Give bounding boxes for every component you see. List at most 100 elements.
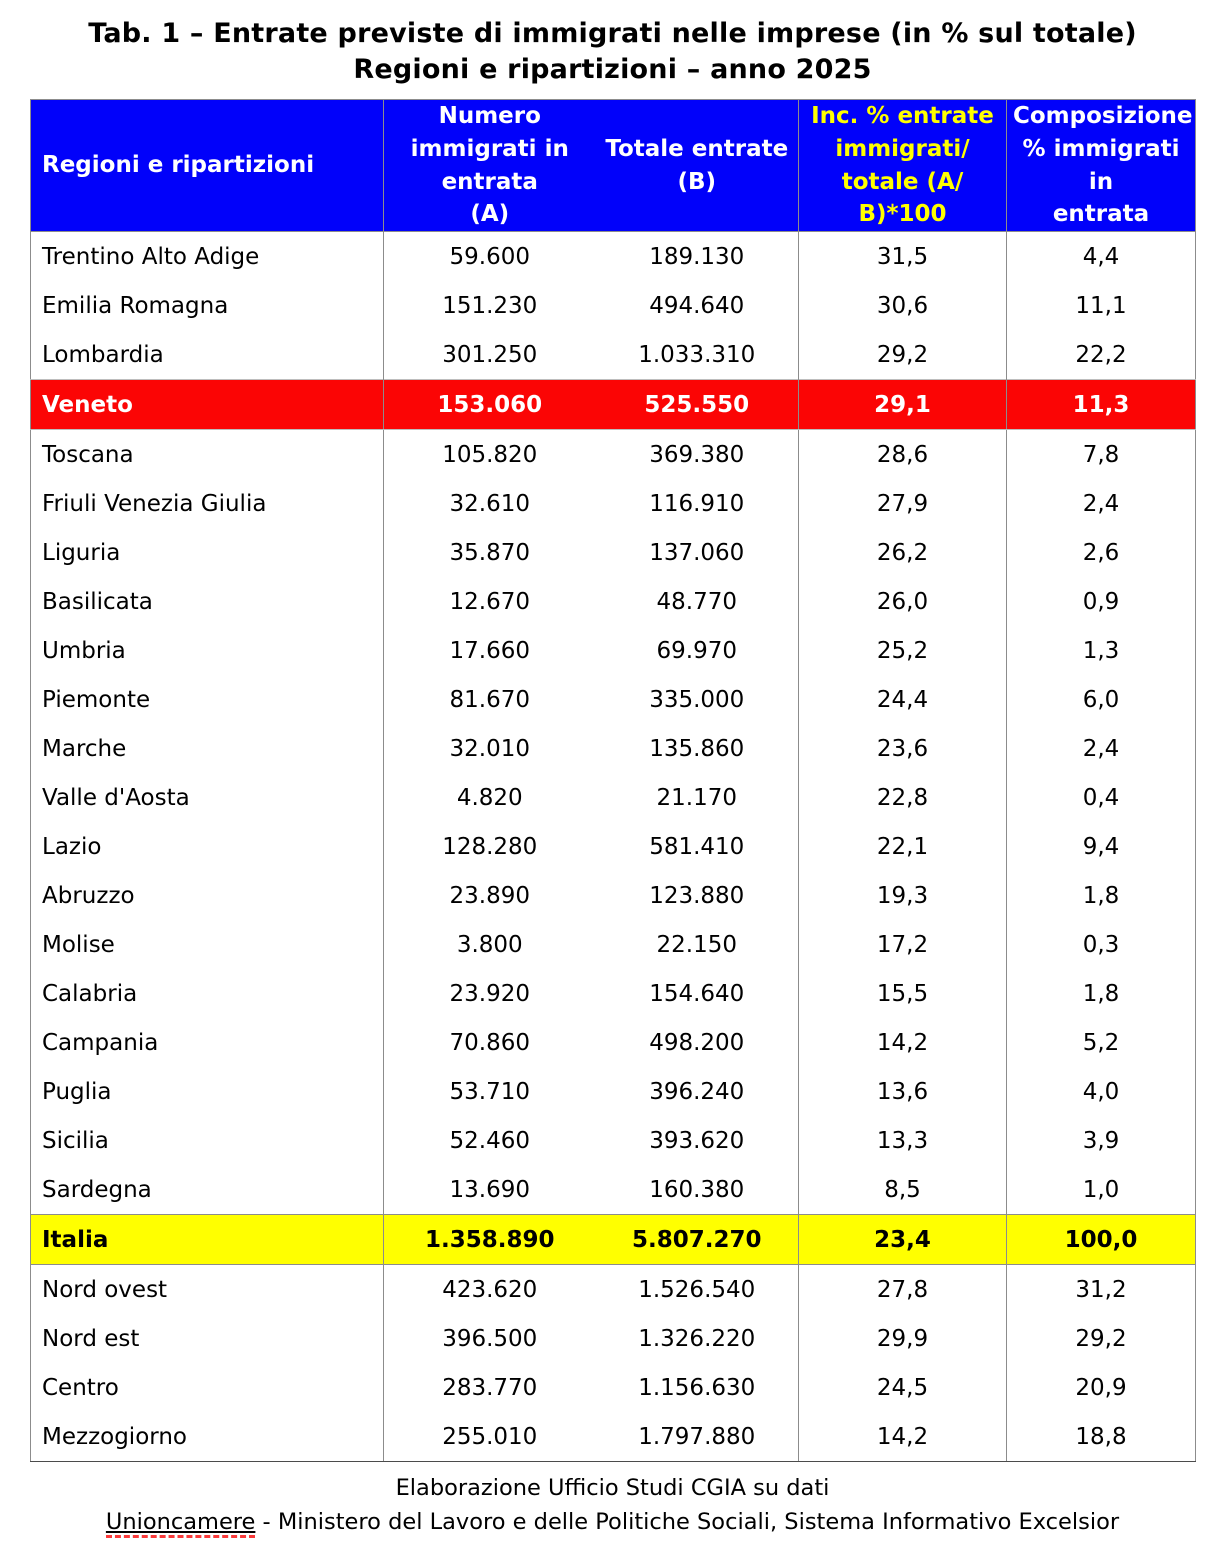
region-name-cell: Lazio [30, 822, 384, 872]
value-cell: 525.550 [595, 379, 799, 431]
value-cell: 29,2 [1006, 1314, 1196, 1364]
table-row: Piemonte 81.670 335.000 24,4 6,0 [30, 675, 1196, 725]
value-cell: 31,5 [798, 231, 1007, 282]
value-cell: 35.870 [383, 528, 596, 578]
region-name-cell: Umbria [30, 626, 384, 676]
value-cell: 396.240 [595, 1067, 799, 1117]
value-cell: 17.660 [383, 626, 596, 676]
value-cell: 81.670 [383, 675, 596, 725]
table-body: Trentino Alto Adige 59.600 189.130 31,5 4,4 E… [30, 231, 1196, 1463]
value-cell: 335.000 [595, 675, 799, 725]
value-cell: 17,2 [798, 920, 1007, 970]
value-cell: 20,9 [1006, 1363, 1196, 1413]
table-row: Friuli Venezia Giulia 32.610 116.910 27,9 2,… [30, 479, 1196, 529]
value-cell: 301.250 [383, 330, 596, 380]
unioncamere-underlined-text: Unioncamere [105, 1509, 256, 1538]
value-cell: 5.807.270 [595, 1214, 799, 1266]
value-cell: 1.326.220 [595, 1314, 799, 1364]
value-cell: 1.156.630 [595, 1363, 799, 1413]
value-cell: 13,6 [798, 1067, 1007, 1117]
value-cell: 70.860 [383, 1018, 596, 1068]
region-name-cell: Piemonte [30, 675, 384, 725]
value-cell: 3.800 [383, 920, 596, 970]
table-title-line1: Tab. 1 – Entrate previste di immigrati n… [88, 18, 1137, 49]
value-cell: 11,3 [1006, 379, 1196, 431]
table-row: Abruzzo 23.890 123.880 19,3 1,8 [30, 871, 1196, 921]
region-name-cell: Campania [30, 1018, 384, 1068]
table-row: Trentino Alto Adige 59.600 189.130 31,5 4,4 [30, 231, 1196, 282]
table-row: Umbria 17.660 69.970 25,2 1,3 [30, 626, 1196, 676]
value-cell: 23,4 [798, 1214, 1007, 1266]
value-cell: 0,4 [1006, 773, 1196, 823]
value-cell: 21.170 [595, 773, 799, 823]
source-note-line1: Elaborazione Ufficio Studi CGIA su dati [395, 1475, 830, 1502]
table-row: Lazio 128.280 581.410 22,1 9,4 [30, 822, 1196, 872]
value-cell: 160.380 [595, 1165, 799, 1215]
value-cell: 283.770 [383, 1363, 596, 1413]
source-note-line2-rest: - Ministero del Lavoro e delle Politiche… [255, 1509, 1120, 1535]
value-cell: 116.910 [595, 479, 799, 529]
table-row: Puglia 53.710 396.240 13,6 4,0 [30, 1067, 1196, 1117]
value-cell: 52.460 [383, 1116, 596, 1166]
value-cell: 18,8 [1006, 1412, 1196, 1463]
value-cell: 24,4 [798, 675, 1007, 725]
value-cell: 22,8 [798, 773, 1007, 823]
value-cell: 135.860 [595, 724, 799, 774]
region-name-cell: Veneto [30, 379, 384, 431]
value-cell: 27,8 [798, 1264, 1007, 1315]
value-cell: 128.280 [383, 822, 596, 872]
value-cell: 13,3 [798, 1116, 1007, 1166]
region-name-cell: Molise [30, 920, 384, 970]
value-cell: 31,2 [1006, 1264, 1196, 1315]
table-row: Campania 70.860 498.200 14,2 5,2 [30, 1018, 1196, 1068]
region-name-cell: Centro [30, 1363, 384, 1413]
value-cell: 23,6 [798, 724, 1007, 774]
region-name-cell: Calabria [30, 969, 384, 1019]
value-cell: 9,4 [1006, 822, 1196, 872]
region-name-cell: Emilia Romagna [30, 281, 384, 331]
value-cell: 29,2 [798, 330, 1007, 380]
table-row: Mezzogiorno 255.010 1.797.880 14,2 18,8 [30, 1412, 1196, 1463]
value-cell: 15,5 [798, 969, 1007, 1019]
value-cell: 1.526.540 [595, 1264, 799, 1315]
value-cell: 29,1 [798, 379, 1007, 431]
value-cell: 4.820 [383, 773, 596, 823]
region-name-cell: Abruzzo [30, 871, 384, 921]
value-cell: 22.150 [595, 920, 799, 970]
table-row: Sicilia 52.460 393.620 13,3 3,9 [30, 1116, 1196, 1166]
value-cell: 423.620 [383, 1264, 596, 1315]
value-cell: 153.060 [383, 379, 596, 431]
value-cell: 13.690 [383, 1165, 596, 1215]
value-cell: 12.670 [383, 577, 596, 627]
region-name-cell: Nord ovest [30, 1264, 384, 1315]
table-row: Toscana 105.820 369.380 28,6 7,8 [30, 429, 1196, 480]
value-cell: 1.797.880 [595, 1412, 799, 1463]
region-name-cell: Sardegna [30, 1165, 384, 1215]
region-name-cell: Toscana [30, 429, 384, 480]
value-cell: 255.010 [383, 1412, 596, 1463]
value-cell: 2,4 [1006, 479, 1196, 529]
value-cell: 0,3 [1006, 920, 1196, 970]
col-header-totale-entrate: Totale entrate (B) [595, 99, 799, 233]
value-cell: 28,6 [798, 429, 1007, 480]
value-cell: 29,9 [798, 1314, 1007, 1364]
value-cell: 5,2 [1006, 1018, 1196, 1068]
value-cell: 100,0 [1006, 1214, 1196, 1266]
value-cell: 25,2 [798, 626, 1007, 676]
value-cell: 151.230 [383, 281, 596, 331]
region-name-cell: Valle d'Aosta [30, 773, 384, 823]
value-cell: 581.410 [595, 822, 799, 872]
value-cell: 396.500 [383, 1314, 596, 1364]
value-cell: 30,6 [798, 281, 1007, 331]
table-row-highlight-red: Veneto 153.060 525.550 29,1 11,3 [30, 379, 1196, 431]
table-row: Nord est 396.500 1.326.220 29,9 29,2 [30, 1314, 1196, 1364]
value-cell: 1.033.310 [595, 330, 799, 380]
value-cell: 19,3 [798, 871, 1007, 921]
value-cell: 27,9 [798, 479, 1007, 529]
region-name-cell: Marche [30, 724, 384, 774]
value-cell: 1,0 [1006, 1165, 1196, 1215]
value-cell: 1,8 [1006, 969, 1196, 1019]
value-cell: 14,2 [798, 1412, 1007, 1463]
value-cell: 23.890 [383, 871, 596, 921]
region-name-cell: Trentino Alto Adige [30, 231, 384, 282]
